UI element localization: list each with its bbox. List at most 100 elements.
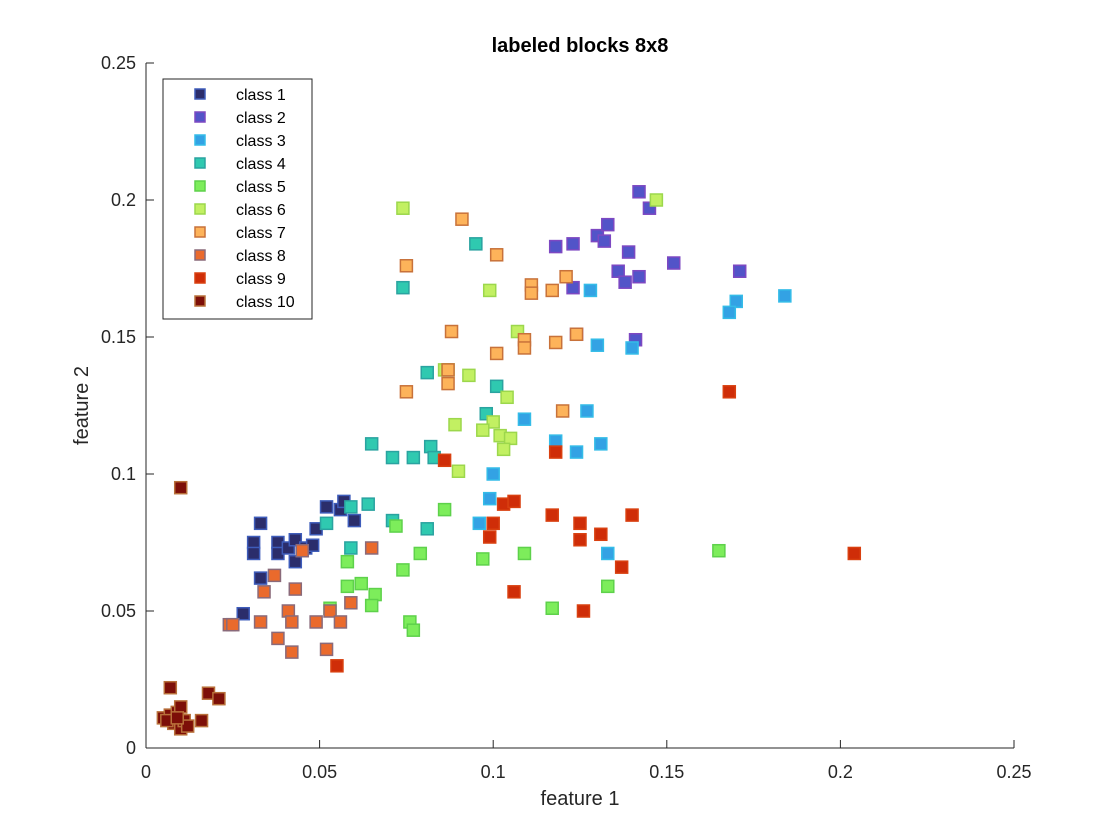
legend-label: class 6 — [236, 202, 286, 219]
legend-marker — [194, 272, 206, 284]
point-class-5 — [354, 576, 369, 591]
point-class-3 — [590, 338, 605, 352]
point-class-9 — [437, 453, 452, 468]
point-class-3 — [548, 434, 563, 448]
point-class-9 — [614, 560, 629, 574]
point-class-1 — [288, 533, 303, 547]
point-class-10 — [194, 713, 209, 728]
point-class-4 — [489, 379, 504, 394]
axes: 0 0.05 0.1 0.15 0.2 0.25 0 0.05 0.1 0.15 0.2 0.25 — [101, 53, 1032, 782]
point-class-2 — [666, 256, 681, 270]
point-class-3 — [472, 516, 487, 531]
point-class-4 — [469, 237, 483, 251]
point-class-7 — [489, 248, 504, 262]
legend-label: class 7 — [236, 225, 286, 242]
legend-marker — [194, 157, 206, 169]
point-class-5 — [437, 502, 452, 517]
point-class-2 — [548, 239, 563, 254]
legend-label: class 2 — [236, 110, 286, 127]
point-class-1 — [347, 513, 362, 528]
legend-marker — [194, 203, 206, 215]
point-class-4 — [420, 365, 434, 380]
point-class-9 — [594, 527, 608, 542]
point-class-3 — [583, 283, 598, 298]
point-class-1 — [288, 554, 303, 569]
point-class-6 — [496, 442, 511, 457]
x-tick-label: 0.05 — [302, 762, 337, 782]
point-class-1 — [246, 546, 261, 561]
point-class-9 — [573, 516, 587, 531]
point-class-7 — [441, 376, 455, 391]
point-class-7 — [559, 269, 573, 284]
point-class-4 — [423, 439, 438, 454]
point-class-5 — [517, 546, 532, 561]
x-tick-label: 0 — [141, 762, 151, 782]
point-class-4 — [344, 500, 358, 514]
point-class-10 — [180, 719, 195, 733]
point-class-9 — [573, 533, 587, 547]
point-class-9 — [330, 659, 344, 673]
point-class-8 — [288, 582, 303, 596]
point-class-3 — [729, 294, 743, 309]
point-class-10 — [170, 711, 184, 725]
point-class-3 — [625, 341, 639, 355]
legend-label: class 5 — [236, 179, 286, 196]
point-class-2 — [632, 185, 646, 199]
x-tick-label: 0.1 — [481, 762, 506, 782]
point-class-6 — [462, 368, 476, 383]
point-class-2 — [597, 234, 612, 248]
legend-marker — [194, 88, 206, 100]
y-tick-label: 0.1 — [111, 464, 136, 484]
x-tick-label: 0.15 — [649, 762, 684, 782]
legend-marker — [194, 111, 206, 123]
point-class-7 — [569, 327, 584, 342]
y-tick-label: 0.15 — [101, 327, 136, 347]
point-class-1 — [253, 516, 268, 531]
point-class-5 — [712, 543, 726, 558]
point-class-10 — [173, 700, 188, 714]
point-class-9 — [545, 508, 559, 522]
point-class-6 — [503, 431, 518, 446]
legend-label: class 8 — [236, 248, 286, 265]
point-class-9 — [507, 494, 521, 509]
point-class-4 — [319, 516, 334, 531]
point-class-9 — [486, 516, 500, 531]
point-class-5 — [545, 601, 559, 616]
point-class-5 — [368, 587, 382, 602]
point-class-6 — [649, 193, 664, 207]
point-class-5 — [396, 563, 410, 577]
point-class-2 — [732, 264, 747, 278]
y-tick-label: 0.2 — [111, 190, 136, 210]
point-class-8 — [323, 604, 337, 618]
point-class-5 — [476, 552, 490, 566]
point-class-7 — [548, 335, 563, 350]
point-class-8 — [271, 631, 285, 646]
point-class-4 — [361, 497, 375, 511]
legend-box — [162, 78, 313, 320]
y-tick-label: 0.25 — [101, 53, 136, 73]
point-class-9 — [548, 445, 563, 459]
point-class-8 — [285, 615, 299, 629]
point-class-8 — [319, 642, 334, 657]
point-class-8 — [226, 617, 240, 632]
y-tick-label: 0 — [126, 738, 136, 758]
point-class-8 — [285, 645, 299, 659]
y-tick-label: 0.05 — [101, 601, 136, 621]
point-class-3 — [580, 404, 594, 418]
point-class-10 — [163, 680, 178, 695]
point-class-4 — [396, 280, 410, 295]
legend-label: class 4 — [236, 156, 286, 173]
point-class-2 — [632, 269, 646, 284]
point-class-2 — [566, 237, 580, 251]
point-class-3 — [486, 467, 500, 481]
legend: class 1 class 2 class 3 class 4 class 5 class… — [162, 78, 313, 320]
legend-marker — [194, 249, 206, 261]
point-class-3 — [601, 546, 615, 561]
point-class-7 — [517, 341, 532, 355]
point-class-4 — [344, 541, 358, 555]
point-class-7 — [555, 404, 570, 418]
point-class-8 — [333, 615, 348, 629]
point-class-7 — [545, 283, 559, 298]
